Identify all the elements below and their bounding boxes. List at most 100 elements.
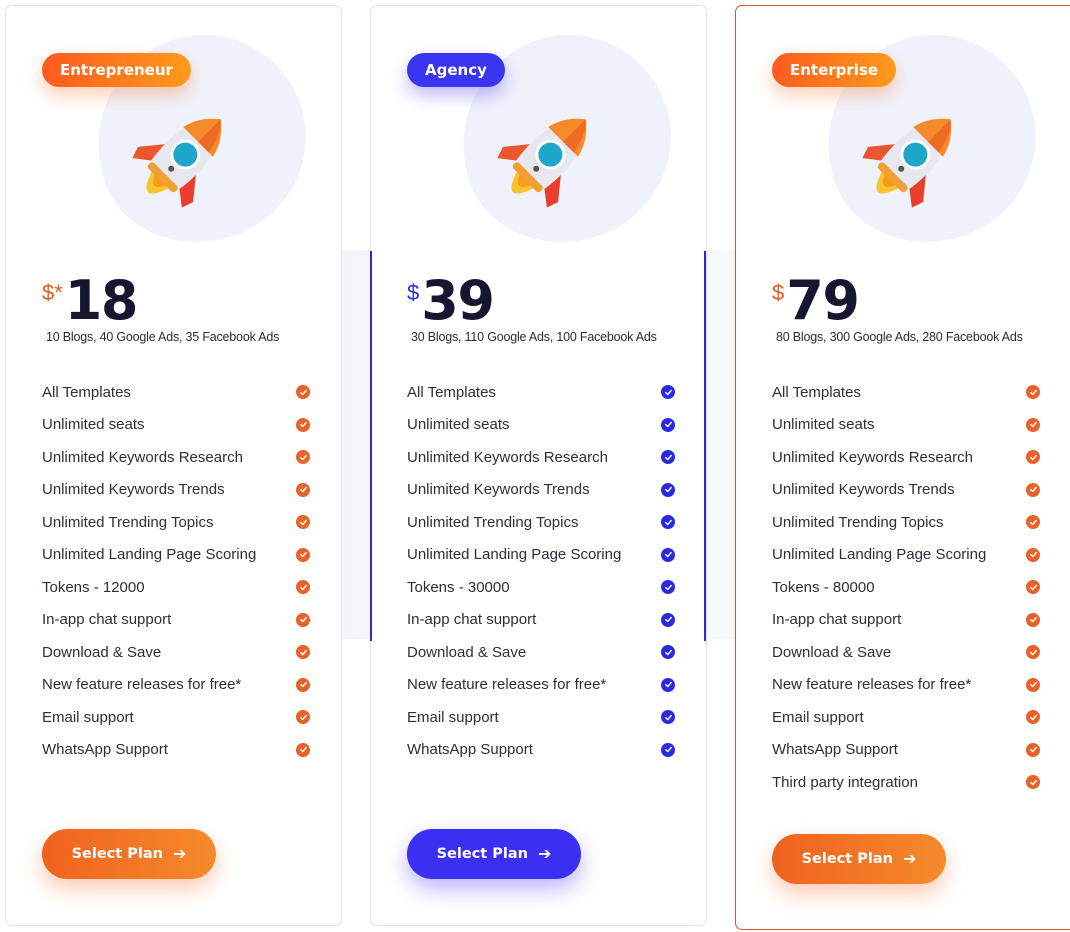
check-circle-icon <box>661 612 675 627</box>
feature-label: Unlimited seats <box>772 416 875 434</box>
feature-label: Third party integration <box>772 773 918 791</box>
arrow-right-icon: ➔ <box>172 844 187 863</box>
feature-item: Unlimited Keywords Trends <box>42 474 310 507</box>
feature-item: Download & Save <box>42 636 310 669</box>
feature-label: Unlimited Keywords Trends <box>772 481 955 499</box>
check-circle-icon <box>296 710 310 725</box>
arrow-right-icon: ➔ <box>902 849 917 868</box>
check-circle-icon <box>661 580 675 595</box>
feature-item: Unlimited Keywords Trends <box>772 474 1040 507</box>
rocket-icon <box>862 118 952 208</box>
plan-summary: 10 Blogs, 40 Google Ads, 35 Facebook Ads <box>46 330 280 344</box>
feature-label: Tokens - 12000 <box>42 578 145 596</box>
feature-item: Unlimited Trending Topics <box>772 506 1040 539</box>
feature-label: Email support <box>407 708 499 726</box>
feature-item: Email support <box>407 701 675 734</box>
select-plan-label: Select Plan <box>71 846 163 862</box>
currency-symbol: $ <box>407 280 420 305</box>
plan-card-agency: Agency $ 39 30 Blogs, 110 Google Ads, 10… <box>370 5 707 926</box>
feature-label: In-app chat support <box>407 611 537 629</box>
check-circle-icon <box>1026 417 1040 432</box>
feature-label: Unlimited Trending Topics <box>407 513 579 531</box>
check-circle-icon <box>661 547 675 562</box>
feature-item: Unlimited Trending Topics <box>42 506 310 539</box>
feature-item: New feature releases for free* <box>42 669 310 702</box>
feature-label: Unlimited seats <box>407 416 510 434</box>
currency-symbol: $* <box>42 280 63 305</box>
feature-label: Email support <box>42 708 134 726</box>
check-circle-icon <box>1026 482 1040 497</box>
rocket-icon <box>132 118 222 208</box>
feature-label: In-app chat support <box>42 611 172 629</box>
plan-card-enterprise: Enterprise $ 79 80 Blogs, 300 Google Ads… <box>735 5 1070 930</box>
price-amount: 79 <box>786 269 860 332</box>
feature-item: In-app chat support <box>407 604 675 637</box>
check-circle-icon <box>296 677 310 692</box>
feature-item: Download & Save <box>772 636 1040 669</box>
feature-item: Unlimited seats <box>407 409 675 442</box>
feature-item: WhatsApp Support <box>407 734 675 767</box>
feature-item: Unlimited seats <box>772 409 1040 442</box>
feature-label: All Templates <box>42 383 131 401</box>
plan-badge: Entrepreneur <box>42 53 191 87</box>
feature-item: Unlimited Keywords Research <box>772 441 1040 474</box>
plan-card-entrepreneur: Entrepreneur $* 18 10 Blogs, 40 Google A… <box>5 5 342 926</box>
feature-label: Unlimited Trending Topics <box>42 513 214 531</box>
rocket-icon <box>497 118 587 208</box>
feature-label: Unlimited Landing Page Scoring <box>407 546 622 564</box>
check-circle-icon <box>1026 677 1040 692</box>
select-plan-button[interactable]: Select Plan ➔ <box>42 829 216 879</box>
feature-item: All Templates <box>772 376 1040 409</box>
feature-label: Email support <box>772 708 864 726</box>
feature-item: Unlimited Keywords Research <box>42 441 310 474</box>
check-circle-icon <box>296 515 310 530</box>
check-circle-icon <box>661 645 675 660</box>
check-circle-icon <box>661 742 675 757</box>
check-circle-icon <box>1026 547 1040 562</box>
feature-item: Email support <box>42 701 310 734</box>
check-circle-icon <box>296 450 310 465</box>
plan-summary: 80 Blogs, 300 Google Ads, 280 Facebook A… <box>776 330 1023 344</box>
feature-label: Unlimited Keywords Research <box>772 448 973 466</box>
feature-label: Tokens - 30000 <box>407 578 510 596</box>
price: $ 39 <box>407 269 495 332</box>
feature-item: Email support <box>772 701 1040 734</box>
check-circle-icon <box>661 417 675 432</box>
plan-badge: Agency <box>407 53 505 87</box>
check-circle-icon <box>296 547 310 562</box>
price-amount: 39 <box>421 269 495 332</box>
highlight-border <box>370 251 706 641</box>
check-circle-icon <box>661 677 675 692</box>
check-circle-icon <box>661 482 675 497</box>
check-circle-icon <box>1026 645 1040 660</box>
feature-list: All Templates Unlimited seats Unlimited Ke… <box>772 376 1040 799</box>
check-circle-icon <box>1026 450 1040 465</box>
feature-item: WhatsApp Support <box>772 734 1040 767</box>
feature-label: New feature releases for free* <box>772 676 972 694</box>
check-circle-icon <box>296 742 310 757</box>
feature-label: Unlimited Landing Page Scoring <box>42 546 257 564</box>
feature-item: All Templates <box>407 376 675 409</box>
feature-item: Download & Save <box>407 636 675 669</box>
plan-badge: Enterprise <box>772 53 897 87</box>
feature-label: In-app chat support <box>772 611 902 629</box>
feature-label: New feature releases for free* <box>407 676 607 694</box>
feature-label: Unlimited Keywords Research <box>407 448 608 466</box>
plan-summary: 30 Blogs, 110 Google Ads, 100 Facebook A… <box>411 330 657 344</box>
check-circle-icon <box>1026 775 1040 790</box>
feature-label: Unlimited Trending Topics <box>772 513 944 531</box>
feature-list: All Templates Unlimited seats Unlimited Ke… <box>42 376 310 766</box>
feature-label: Tokens - 80000 <box>772 578 875 596</box>
select-plan-button[interactable]: Select Plan ➔ <box>407 829 581 879</box>
feature-item: Unlimited Landing Page Scoring <box>772 539 1040 572</box>
select-plan-button[interactable]: Select Plan ➔ <box>772 834 946 884</box>
check-circle-icon <box>1026 710 1040 725</box>
feature-item: Tokens - 30000 <box>407 571 675 604</box>
feature-item: Unlimited Landing Page Scoring <box>407 539 675 572</box>
price: $* 18 <box>42 274 138 328</box>
feature-item: All Templates <box>42 376 310 409</box>
feature-label: All Templates <box>772 383 861 401</box>
feature-label: Unlimited seats <box>42 416 145 434</box>
check-circle-icon <box>1026 515 1040 530</box>
feature-item: Unlimited seats <box>42 409 310 442</box>
